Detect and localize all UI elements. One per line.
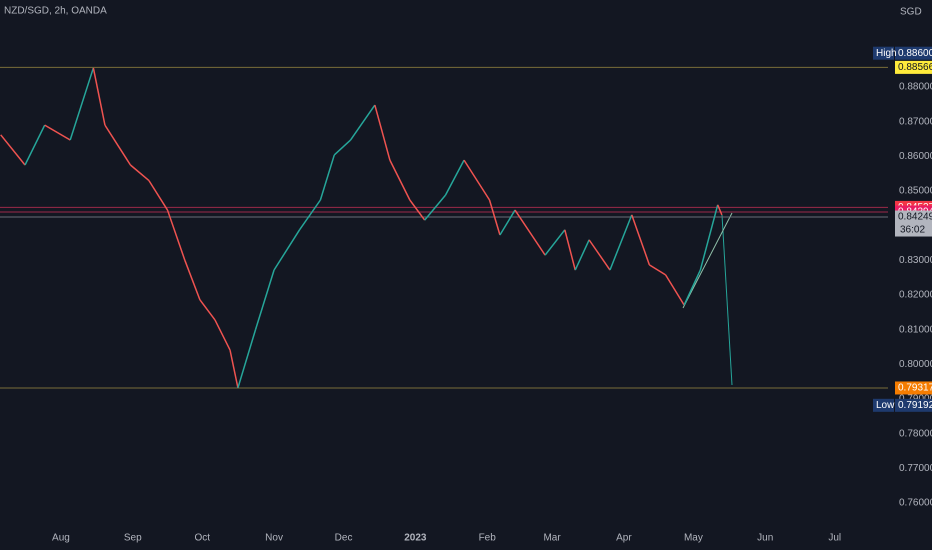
price-segment xyxy=(319,154,336,201)
price-segment xyxy=(69,67,95,141)
y-tick-label: 0.87000 xyxy=(899,116,932,127)
price-segment xyxy=(237,329,257,389)
x-tick-label: May xyxy=(684,533,703,544)
price-segment xyxy=(699,204,719,271)
price-segment xyxy=(717,204,723,216)
price-segment xyxy=(104,124,132,166)
price-segment xyxy=(463,159,491,201)
price-segment xyxy=(648,264,666,276)
x-tick-label: 2023 xyxy=(404,533,427,544)
y-tick-label: 0.78000 xyxy=(899,428,932,439)
price-segment xyxy=(588,239,611,271)
price-label-box xyxy=(895,46,932,60)
price-segment xyxy=(333,139,352,156)
price-segment xyxy=(409,199,426,221)
price-segment xyxy=(273,229,301,271)
price-segment xyxy=(0,134,26,166)
price-segment xyxy=(214,319,231,351)
price-segment xyxy=(564,229,576,271)
price-segment xyxy=(444,159,465,196)
x-tick-label: Mar xyxy=(543,533,561,544)
y-tick-label: 0.80000 xyxy=(899,359,932,370)
price-segment xyxy=(24,124,46,166)
price-segment xyxy=(374,104,391,161)
x-tick-label: Sep xyxy=(124,533,142,544)
y-tick-label: 0.77000 xyxy=(899,463,932,474)
price-tag: High xyxy=(876,48,897,59)
y-tick-label: 0.85000 xyxy=(899,186,932,197)
y-tick-label: 0.83000 xyxy=(899,255,932,266)
x-tick-label: Aug xyxy=(52,533,70,544)
countdown: 36:02 xyxy=(900,225,925,236)
y-tick-label: 0.76000 xyxy=(899,498,932,509)
y-tick-label: 0.86000 xyxy=(899,151,932,162)
price-segment xyxy=(44,124,71,141)
price-segment xyxy=(184,260,201,301)
price-segment xyxy=(254,269,275,330)
axis-background xyxy=(888,0,932,530)
price-label-box xyxy=(895,398,932,412)
y-tick-label: 0.88000 xyxy=(899,82,932,93)
price-segment xyxy=(148,180,169,211)
price-segment xyxy=(488,199,501,236)
x-tick-label: Jun xyxy=(757,533,773,544)
price-label: 0.79317 xyxy=(898,383,932,394)
price-segment xyxy=(664,274,685,306)
price-tag-box xyxy=(873,46,894,60)
price-segment xyxy=(499,209,516,236)
price-segment xyxy=(424,194,447,221)
price-tag: Low xyxy=(876,400,895,411)
y-tick-label: 0.81000 xyxy=(899,324,932,335)
x-tick-label: Dec xyxy=(335,533,353,544)
price-segment xyxy=(349,104,376,141)
x-tick-label: Apr xyxy=(616,533,632,544)
price-segment xyxy=(609,214,633,271)
price-label-box xyxy=(895,60,932,74)
trend-line xyxy=(682,212,733,309)
y-tick-label: 0.82000 xyxy=(899,290,932,301)
price-segment xyxy=(683,269,702,306)
price-tag-box xyxy=(873,398,894,412)
price-segment xyxy=(92,67,106,126)
price-label: 0.79192 xyxy=(898,400,932,411)
x-tick-label: Oct xyxy=(194,533,210,544)
price-label: 0.88600 xyxy=(898,48,932,59)
price-segment xyxy=(298,199,322,231)
price-segment xyxy=(129,164,150,182)
projection-line xyxy=(721,214,733,386)
price-segment xyxy=(544,229,566,256)
price-segment xyxy=(514,209,546,256)
x-tick-label: Jul xyxy=(828,533,841,544)
x-tick-label: Nov xyxy=(265,533,283,544)
price-segment xyxy=(199,299,216,321)
price-segment xyxy=(229,349,239,389)
price-label-box xyxy=(895,210,932,237)
price-label: 0.88566 xyxy=(898,62,932,73)
price-label-box xyxy=(895,381,932,395)
currency: SGD xyxy=(900,7,922,18)
chart-title: NZD/SGD, 2h, OANDA xyxy=(4,6,107,17)
x-tick-label: Feb xyxy=(479,533,497,544)
price-segment xyxy=(574,239,590,271)
price-segment xyxy=(389,159,411,201)
price-segment xyxy=(166,209,186,261)
price-segment xyxy=(631,214,651,266)
price-label: 0.84249 xyxy=(898,212,932,223)
